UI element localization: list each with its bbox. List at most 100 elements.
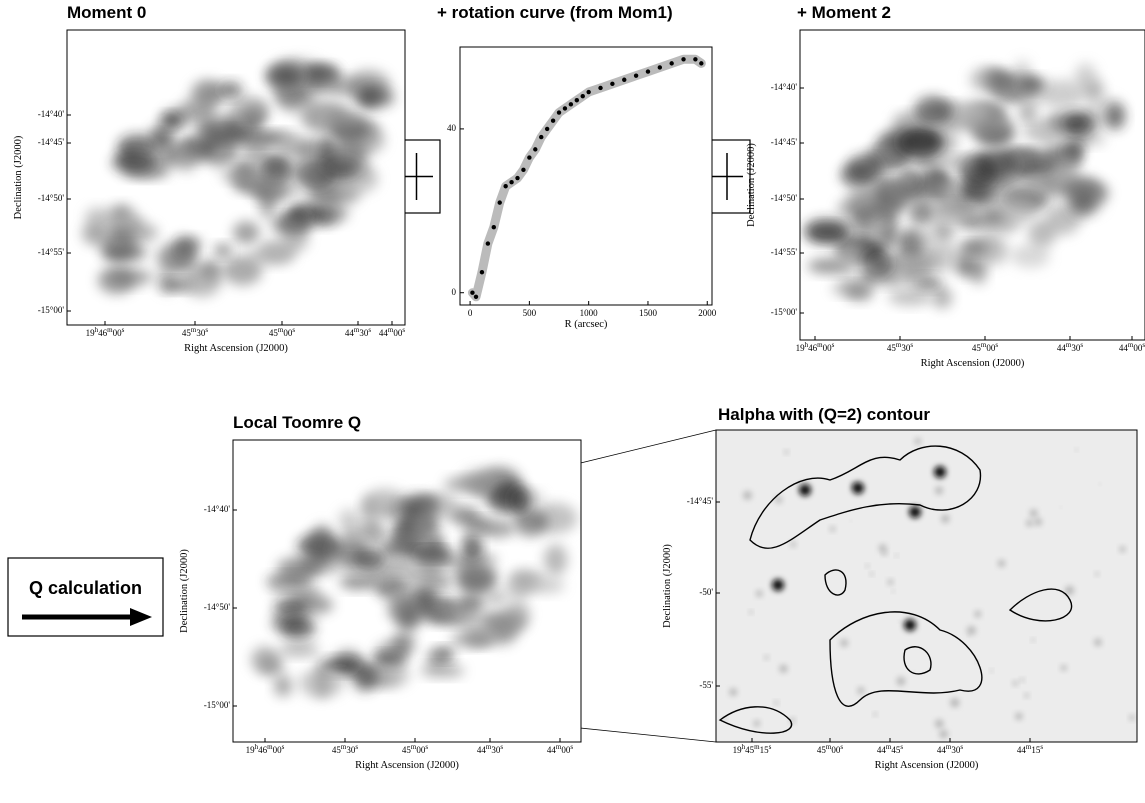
map-blob — [862, 265, 880, 286]
map-blob — [836, 247, 864, 270]
map-blob — [482, 611, 527, 633]
map-speckle — [914, 438, 921, 445]
map-blob — [462, 531, 480, 555]
data-point — [699, 61, 703, 65]
map-blob — [953, 102, 990, 123]
map-blob — [270, 65, 304, 86]
y-axis-label: Declination (J2000) — [746, 143, 757, 227]
y-tick-label: -50' — [699, 587, 713, 597]
map-speckle — [1061, 665, 1067, 671]
map-speckle — [840, 639, 848, 647]
map-blob — [903, 254, 923, 282]
y-tick-label: -14°55' — [38, 247, 65, 257]
map-blob — [478, 520, 515, 537]
data-point — [480, 270, 484, 274]
data-point — [545, 127, 549, 131]
x-tick-label: 45m00s — [817, 743, 843, 755]
map-speckle — [898, 620, 900, 622]
map-speckle — [895, 554, 898, 557]
map-blob — [297, 669, 345, 697]
x-tick-label: 45m00s — [269, 326, 295, 338]
map-blob — [804, 218, 847, 243]
map-speckle — [896, 677, 905, 686]
data-point — [693, 57, 697, 61]
panel-title: + Moment 2 — [797, 3, 891, 22]
map-blob — [276, 141, 316, 158]
map-speckle — [990, 669, 993, 672]
map-blob — [219, 82, 242, 98]
y-axis-label: Declination (J2000) — [662, 544, 673, 628]
map-blob — [1019, 107, 1036, 121]
data-point — [669, 61, 673, 65]
map-blob — [897, 127, 944, 157]
map-blob — [544, 544, 567, 575]
map-blob — [456, 563, 497, 591]
map-speckle — [784, 450, 788, 454]
map-speckle — [764, 655, 769, 660]
map-speckle — [774, 700, 779, 705]
map-image — [716, 430, 1137, 742]
figure: Q calculation Moment 0-14°40'-14°45'-14°… — [0, 0, 1145, 803]
map-blob — [392, 632, 415, 656]
map-blob — [387, 596, 429, 624]
x-tick-label: 44m15s — [1017, 743, 1043, 755]
data-point — [551, 119, 555, 123]
data-point — [527, 155, 531, 159]
map-speckle — [1094, 638, 1102, 646]
q-calculation-label: Q calculation — [29, 578, 142, 598]
map-speckle — [1031, 638, 1035, 642]
map-blob — [1053, 154, 1078, 186]
plot-frame — [460, 47, 712, 305]
map-blob — [340, 574, 377, 589]
x-tick-label: 1000 — [580, 308, 599, 318]
map-blob — [327, 107, 363, 136]
map-blob — [873, 179, 915, 211]
map-blob — [82, 221, 108, 245]
map-speckle — [892, 590, 895, 593]
x-axis-label: Right Ascension (J2000) — [921, 358, 1025, 369]
map-blob — [847, 154, 883, 183]
data-point — [557, 110, 561, 114]
map-blob — [361, 497, 378, 521]
map-speckle — [887, 579, 893, 585]
map-speckle — [1034, 518, 1042, 526]
map-blob — [1011, 244, 1050, 267]
map-blob — [332, 538, 369, 564]
map-blob — [932, 203, 975, 226]
x-tick-label: 19h46m00s — [796, 341, 835, 353]
map-speckle — [939, 730, 948, 739]
map-blob — [166, 251, 199, 271]
map-blob — [259, 239, 297, 261]
map-blob — [173, 142, 199, 171]
map-speckle — [950, 698, 960, 708]
map-speckle — [850, 520, 852, 522]
y-tick-label: 0 — [452, 287, 457, 297]
x-tick-label: 19h46m00s — [246, 743, 285, 755]
x-tick-label: 44m00s — [1119, 341, 1145, 353]
map-blob — [917, 229, 936, 246]
map-blob — [1028, 220, 1056, 248]
x-tick-label: 44m30s — [345, 326, 371, 338]
map-blob — [411, 514, 432, 537]
data-point — [658, 65, 662, 69]
map-speckle — [729, 688, 737, 696]
map-speckle — [873, 712, 877, 716]
x-tick-label: 0 — [468, 308, 473, 318]
map-speckle — [743, 491, 752, 500]
emission-knot — [909, 506, 921, 518]
y-tick-label: -15°00' — [204, 700, 231, 710]
map-blob — [974, 149, 1018, 178]
map-speckle — [941, 514, 950, 523]
map-blob — [150, 124, 174, 148]
data-point — [521, 168, 525, 172]
map-speckle — [1026, 519, 1033, 526]
map-blob — [251, 646, 279, 673]
data-point — [575, 98, 579, 102]
map-blob — [220, 169, 264, 182]
x-tick-label: 45m00s — [402, 743, 428, 755]
x-tick-label: 19h45m15s — [733, 743, 772, 755]
x-tick-label: 45m30s — [332, 743, 358, 755]
x-tick-label: 45m00s — [972, 341, 998, 353]
map-image — [233, 440, 581, 742]
data-point — [622, 78, 626, 82]
